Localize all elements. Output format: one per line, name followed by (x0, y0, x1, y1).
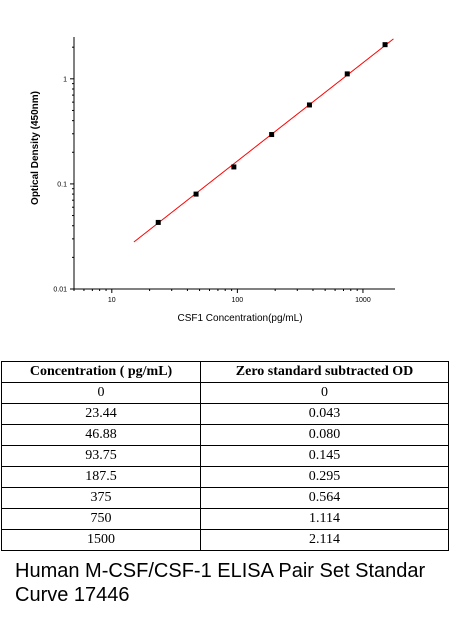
table-row: 93.75 0.145 (0, 445, 449, 467)
data-point (382, 42, 388, 48)
table-cell: 1.114 (200, 508, 449, 530)
y-tick-label: 0.1 (57, 181, 67, 188)
table-cell: 1500 (0, 529, 202, 551)
figure-caption: Human M-CSF/CSF-1 ELISA Pair Set Standar… (15, 560, 426, 606)
y-tick-label: 0.01 (53, 287, 67, 294)
table-row: 46.88 0.080 (0, 424, 449, 446)
table-cell: 0 (0, 382, 202, 404)
table-row: 750 1.114 (0, 508, 449, 530)
y-axis-title: Optical Density (450nm) (30, 91, 41, 205)
data-point (344, 71, 350, 77)
data-point (155, 219, 161, 225)
table-row: 23.44 0.043 (0, 403, 449, 425)
table-header-row: Concentration ( pg/mL) Zero standard sub… (0, 361, 449, 383)
table-row: 1500 2.114 (0, 529, 449, 551)
table-cell: 46.88 (0, 424, 202, 446)
table-cell: 0 (200, 382, 449, 404)
table-cell: 0.043 (200, 403, 449, 425)
table-cell: 187.5 (0, 466, 202, 488)
standard-curve-chart: 0.01 0.1 1 10 100 1000 CSF1 Concentration(pg… (30, 37, 395, 324)
data-point (306, 102, 312, 108)
standards-table: Concentration ( pg/mL) Zero standard sub… (0, 361, 449, 551)
x-tick-label: 100 (232, 297, 244, 304)
x-axis-title: CSF1 Concentration(pg/mL) (177, 313, 302, 324)
data-point (231, 164, 237, 170)
table-row: 187.5 0.295 (0, 466, 449, 488)
data-point (193, 191, 199, 197)
column-header-od: Zero standard subtracted OD (200, 361, 449, 383)
table-cell: 375 (0, 487, 202, 509)
table-cell: 0.145 (200, 445, 449, 467)
table-cell: 0.295 (200, 466, 449, 488)
table-row: 375 0.564 (0, 487, 449, 509)
fit-line (133, 38, 394, 243)
table-cell: 2.114 (200, 529, 449, 551)
table-cell: 23.44 (0, 403, 202, 425)
table-cell: 0.080 (200, 424, 449, 446)
x-tick-label: 1000 (355, 297, 371, 304)
data-point (269, 132, 275, 138)
column-header-concentration: Concentration ( pg/mL) (0, 361, 202, 383)
table-cell: 750 (0, 508, 202, 530)
y-tick-label: 1 (63, 76, 67, 83)
table-cell: 0.564 (200, 487, 449, 509)
x-tick-label: 10 (108, 297, 116, 304)
table-cell: 93.75 (0, 445, 202, 467)
